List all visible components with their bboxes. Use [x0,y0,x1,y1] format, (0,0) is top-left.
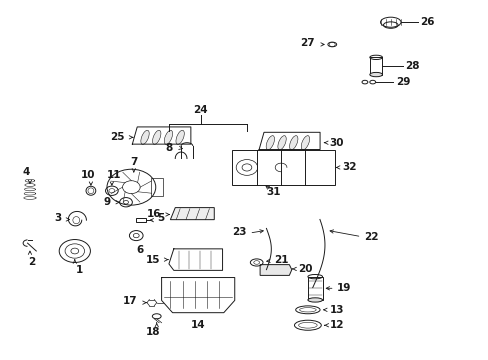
Text: 19: 19 [336,283,351,293]
Ellipse shape [176,130,184,144]
Text: 24: 24 [193,105,207,116]
Text: 9: 9 [103,197,110,207]
Text: 12: 12 [329,320,344,330]
Ellipse shape [141,130,149,144]
Text: 25: 25 [110,132,125,142]
Text: 7: 7 [130,157,137,167]
Text: 5: 5 [157,213,163,223]
Text: 22: 22 [363,232,378,242]
Text: 17: 17 [122,296,137,306]
Bar [369,57,382,75]
Bar [151,178,163,196]
Polygon shape [260,265,291,275]
Text: 1: 1 [76,265,83,275]
Text: 16: 16 [147,210,161,220]
Ellipse shape [152,130,161,144]
Text: 21: 21 [273,255,287,265]
Text: 6: 6 [136,244,143,255]
Ellipse shape [265,136,274,150]
Bar [307,276,322,300]
Text: 29: 29 [395,77,409,87]
Text: 2: 2 [28,257,35,267]
Text: 31: 31 [265,187,280,197]
Bar [136,218,146,222]
Text: 27: 27 [300,38,315,48]
Ellipse shape [307,298,322,302]
Text: 13: 13 [329,305,344,315]
Ellipse shape [369,72,382,77]
Text: 26: 26 [419,17,434,27]
Text: 14: 14 [190,320,205,330]
Ellipse shape [289,136,297,150]
Bar [232,149,334,185]
Text: 18: 18 [145,327,160,337]
Text: 3: 3 [54,213,61,223]
Text: 10: 10 [81,170,96,180]
Text: 15: 15 [145,255,160,265]
Text: 30: 30 [328,138,343,148]
Ellipse shape [277,136,285,150]
Text: 20: 20 [298,264,312,274]
Text: 23: 23 [232,227,246,237]
Text: 8: 8 [165,143,172,153]
Text: 32: 32 [341,162,356,172]
Polygon shape [170,208,214,220]
Text: 11: 11 [107,170,122,180]
Ellipse shape [164,130,172,144]
Text: 28: 28 [405,61,419,71]
Ellipse shape [301,136,309,150]
Text: 4: 4 [22,167,30,177]
